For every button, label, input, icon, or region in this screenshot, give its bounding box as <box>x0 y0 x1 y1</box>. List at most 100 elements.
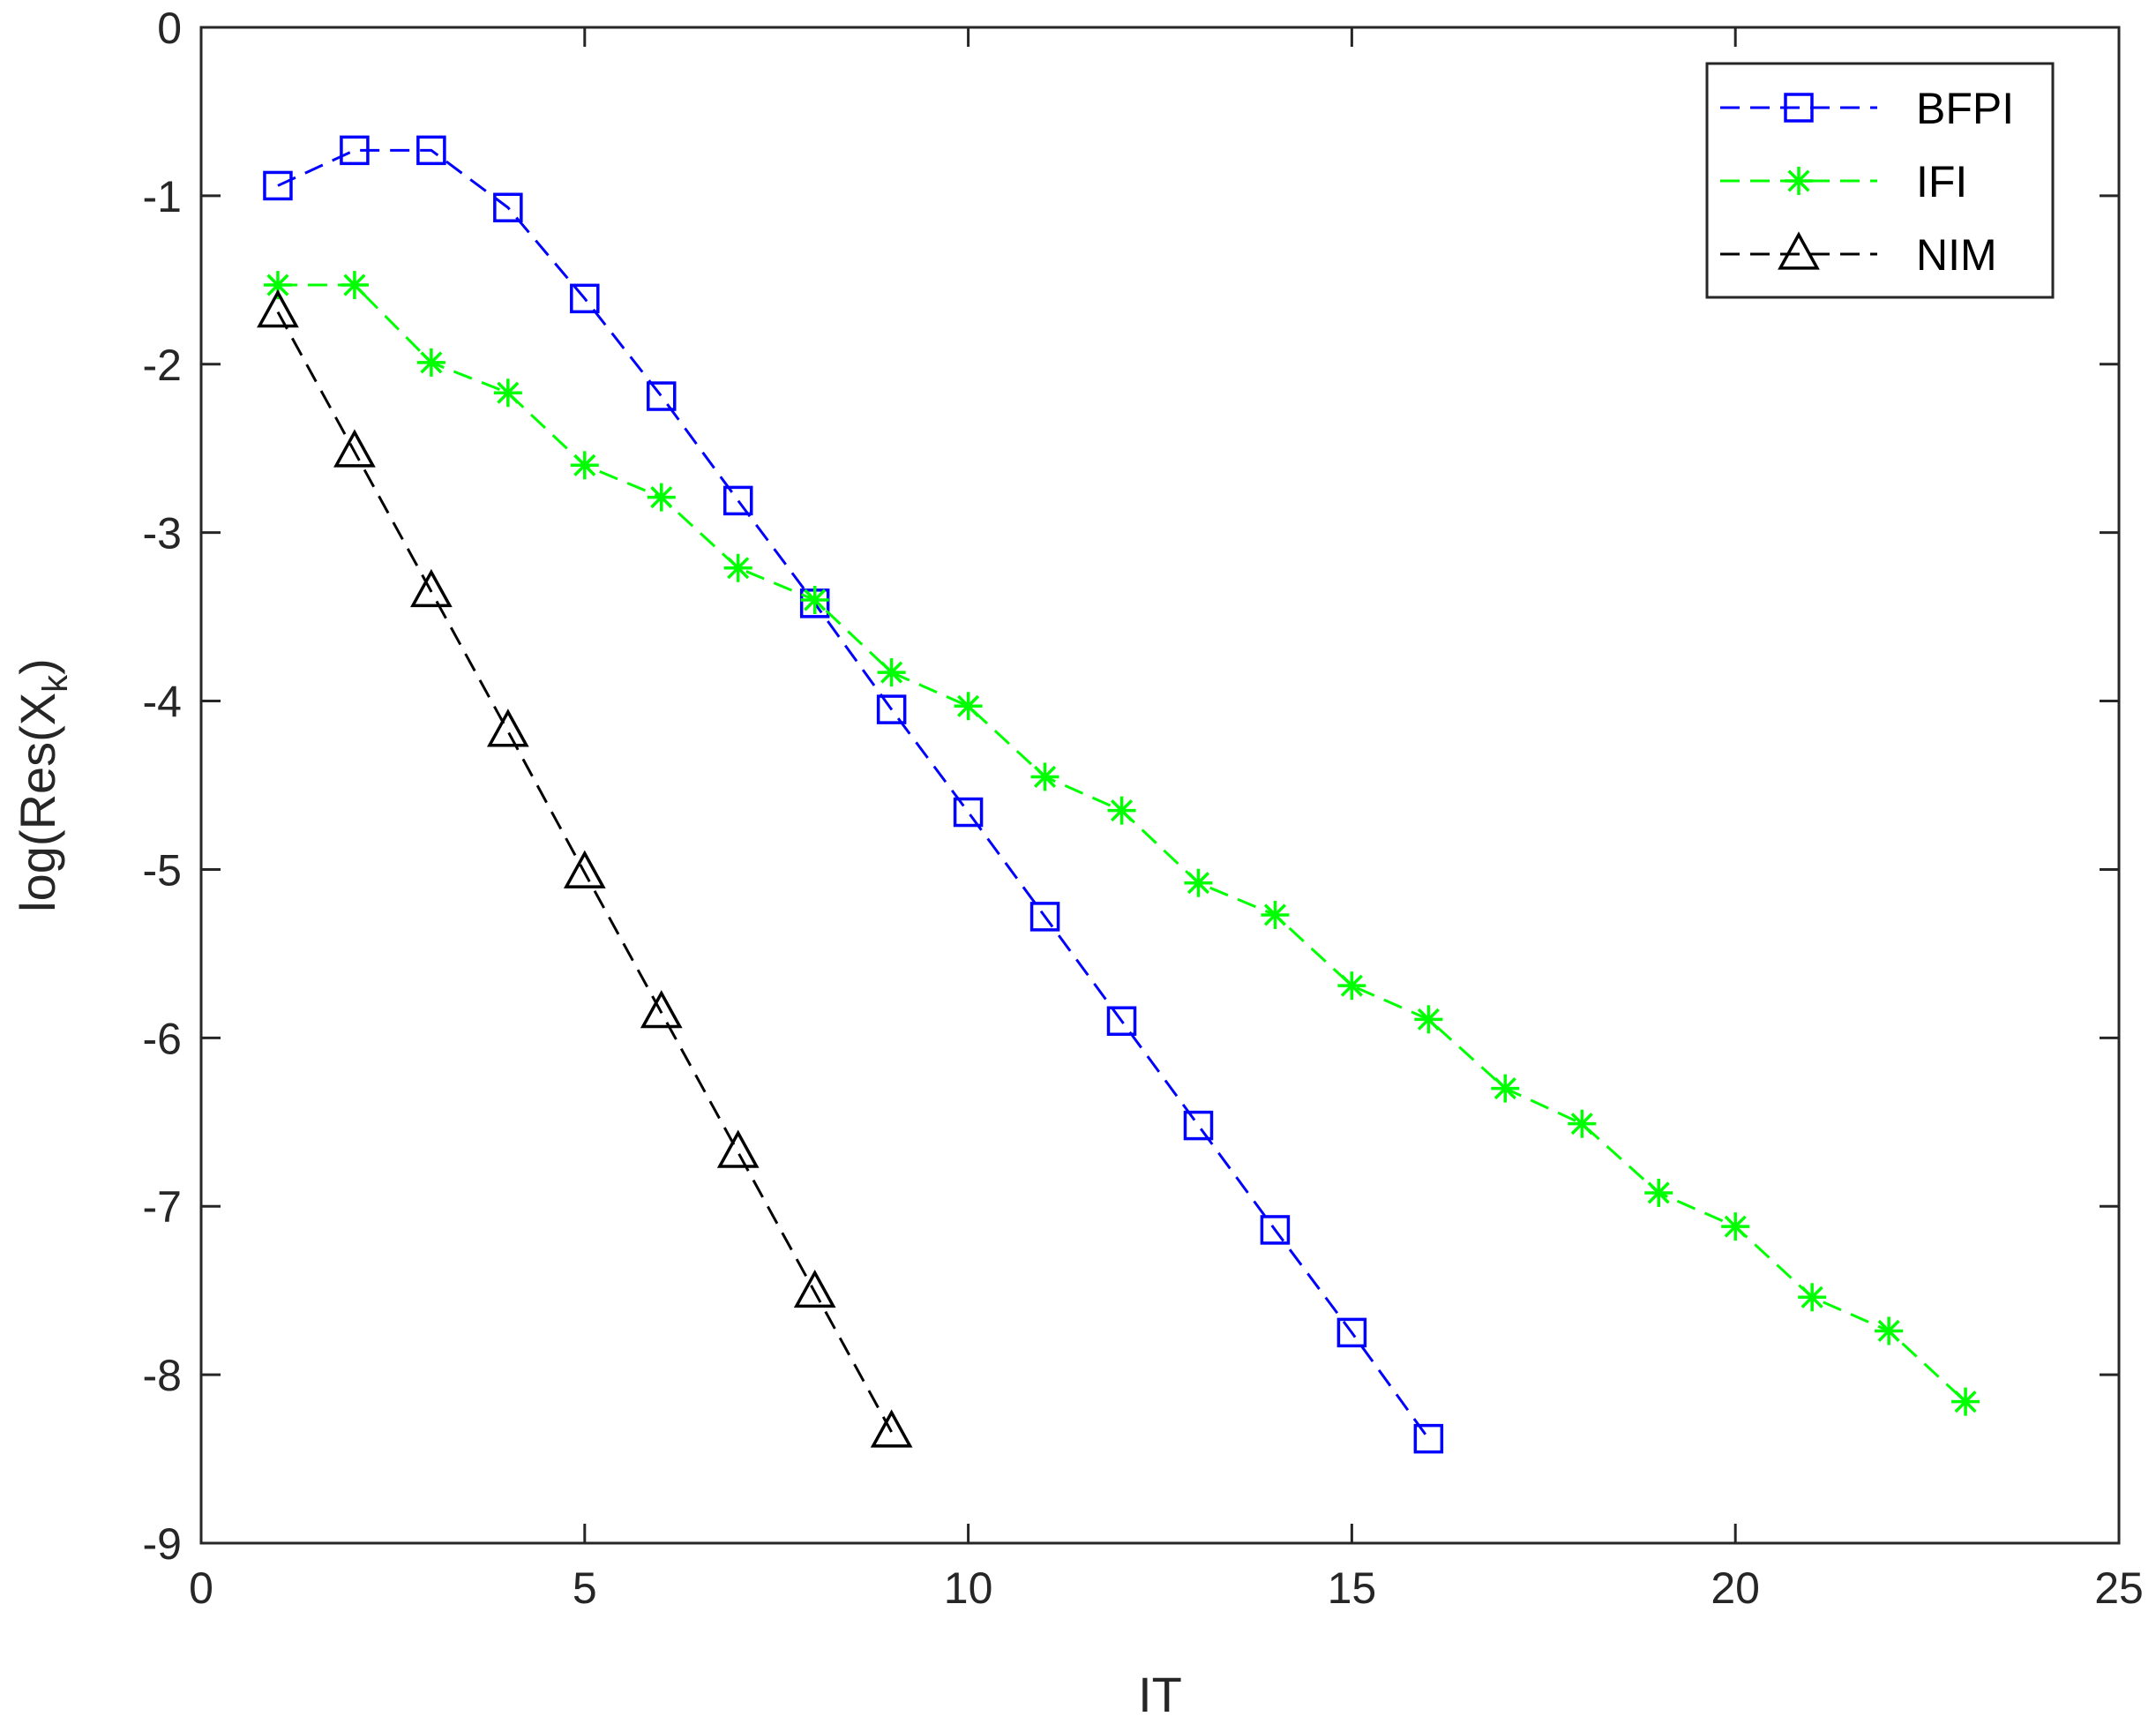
point-nim-4 <box>486 708 529 747</box>
x-tick-label-4: 20 <box>1711 1563 1760 1613</box>
y-axis-label: log(Res(Xk) <box>10 658 75 912</box>
y-tick-label-5: -5 <box>143 845 182 895</box>
x-axis-label: IT <box>1138 1667 1182 1722</box>
tick-layer: 0 5 10 15 20 25 0 -1 -2 -3 -4 -5 -6 -7 -8 -9 <box>143 4 2144 1613</box>
point-ifi-7-stroke-d2 <box>727 557 750 580</box>
legend-marker-ifi-stroke-d2 <box>1787 169 1810 192</box>
point-bfpi-15 <box>1336 1317 1367 1348</box>
y-tick-label-1: -1 <box>143 172 182 221</box>
legend-entry-bfpi: BFPI <box>1720 84 2014 133</box>
point-nim-2 <box>333 429 376 468</box>
y-tick-label-2: -2 <box>143 341 182 390</box>
legend-entry-nim: NIM <box>1720 230 1997 280</box>
point-nim-8 <box>793 1269 836 1308</box>
legend-entries: BFPI IFI NIM <box>1720 84 2014 280</box>
point-ifi-15 <box>1337 971 1366 1001</box>
point-bfpi-10 <box>953 797 984 828</box>
point-ifi-23 <box>1951 1387 1980 1416</box>
series-line-nim <box>276 311 893 1433</box>
point-ifi-23-stroke-d2 <box>1954 1390 1977 1413</box>
point-ifi-19 <box>1644 1178 1673 1207</box>
point-bfpi-2 <box>340 135 370 166</box>
point-ifi-15-stroke-d2 <box>1340 974 1363 997</box>
y-tick-label-9: -9 <box>143 1519 182 1569</box>
point-bfpi-9 <box>876 694 907 724</box>
y-tick-label-0: 0 <box>157 4 182 53</box>
point-ifi-16-stroke-d2 <box>1417 1008 1440 1031</box>
point-ifi-9 <box>877 658 906 687</box>
axes-layer <box>199 26 2121 1545</box>
point-ifi-12 <box>1107 796 1136 825</box>
y-tick-label-4: -4 <box>143 678 182 727</box>
point-ifi-17-stroke-d2 <box>1493 1077 1516 1100</box>
y-axis-label-close: ) <box>10 658 65 675</box>
point-ifi-18 <box>1568 1109 1597 1138</box>
legend-marker-bfpi <box>1784 93 1814 123</box>
point-ifi-22-stroke-d2 <box>1877 1319 1900 1343</box>
point-bfpi-11 <box>1029 902 1060 932</box>
point-ifi-17 <box>1491 1074 1520 1103</box>
point-bfpi-4 <box>493 192 523 223</box>
point-ifi-3 <box>416 348 445 377</box>
point-ifi-14 <box>1261 900 1290 929</box>
legend: BFPI IFI NIM <box>1705 62 2055 299</box>
point-bfpi-7 <box>722 485 753 516</box>
point-ifi-7 <box>723 553 752 582</box>
point-nim-1 <box>257 289 299 328</box>
point-ifi-5-stroke-d2 <box>573 453 596 476</box>
point-nim-7 <box>716 1129 760 1168</box>
point-ifi-1-stroke-d2 <box>266 274 289 296</box>
legend-label-nim: NIM <box>1916 230 1997 280</box>
y-tick-label-7: -7 <box>143 1182 182 1232</box>
y-tick-label-6: -6 <box>143 1014 182 1063</box>
x-tick-label-0: 0 <box>189 1563 213 1613</box>
point-ifi-4-stroke-d2 <box>497 381 520 404</box>
point-bfpi-1 <box>263 170 293 201</box>
point-ifi-14-stroke-d2 <box>1263 903 1286 926</box>
point-ifi-8-stroke-d2 <box>804 588 827 611</box>
point-ifi-11-stroke-d2 <box>1034 765 1057 789</box>
series-nim <box>257 289 913 1448</box>
point-bfpi-16 <box>1413 1423 1444 1454</box>
y-tick-label-8: -8 <box>143 1351 182 1400</box>
x-tick-label-2: 10 <box>944 1563 993 1613</box>
point-ifi-13-stroke-d2 <box>1187 872 1210 895</box>
point-bfpi-14 <box>1260 1215 1291 1245</box>
x-tick-label-5: 25 <box>2094 1563 2144 1613</box>
point-ifi-3-stroke-d2 <box>420 351 443 374</box>
point-nim-3 <box>410 568 453 608</box>
point-nim-6 <box>640 990 683 1029</box>
point-ifi-21 <box>1798 1283 1827 1312</box>
point-bfpi-6 <box>647 381 677 411</box>
point-ifi-10 <box>954 692 983 721</box>
legend-marker-ifi <box>1785 167 1813 195</box>
point-ifi-2-stroke-d2 <box>343 274 366 296</box>
point-ifi-4 <box>493 379 522 408</box>
point-ifi-21-stroke-d2 <box>1800 1286 1823 1308</box>
legend-entry-ifi: IFI <box>1720 157 1967 206</box>
point-bfpi-3 <box>416 135 446 166</box>
y-axis-label-main: log(Res(X <box>10 693 65 912</box>
point-ifi-19-stroke-d2 <box>1647 1181 1670 1204</box>
x-tick-label-3: 15 <box>1328 1563 1377 1613</box>
plot-frame <box>199 26 2121 1545</box>
point-ifi-6-stroke-d2 <box>650 486 673 509</box>
point-ifi-20-stroke-d2 <box>1724 1215 1747 1238</box>
point-ifi-12-stroke-d2 <box>1110 799 1134 822</box>
point-nim-5 <box>563 850 606 888</box>
point-bfpi-5 <box>570 283 600 314</box>
point-ifi-2 <box>340 271 369 300</box>
point-ifi-11 <box>1030 762 1059 791</box>
point-bfpi-13 <box>1183 1110 1214 1141</box>
point-ifi-10-stroke-d2 <box>957 694 980 717</box>
legend-marker-nim <box>1778 231 1820 270</box>
series-line-bfpi <box>277 148 1430 1440</box>
series-ifi <box>263 271 1980 1416</box>
point-ifi-1 <box>263 271 292 300</box>
point-bfpi-12 <box>1106 1006 1137 1036</box>
point-ifi-22 <box>1875 1316 1904 1345</box>
y-axis-label-subscript: k <box>36 674 75 693</box>
point-ifi-9-stroke-d2 <box>880 661 903 684</box>
x-tick-label-1: 5 <box>573 1563 597 1613</box>
